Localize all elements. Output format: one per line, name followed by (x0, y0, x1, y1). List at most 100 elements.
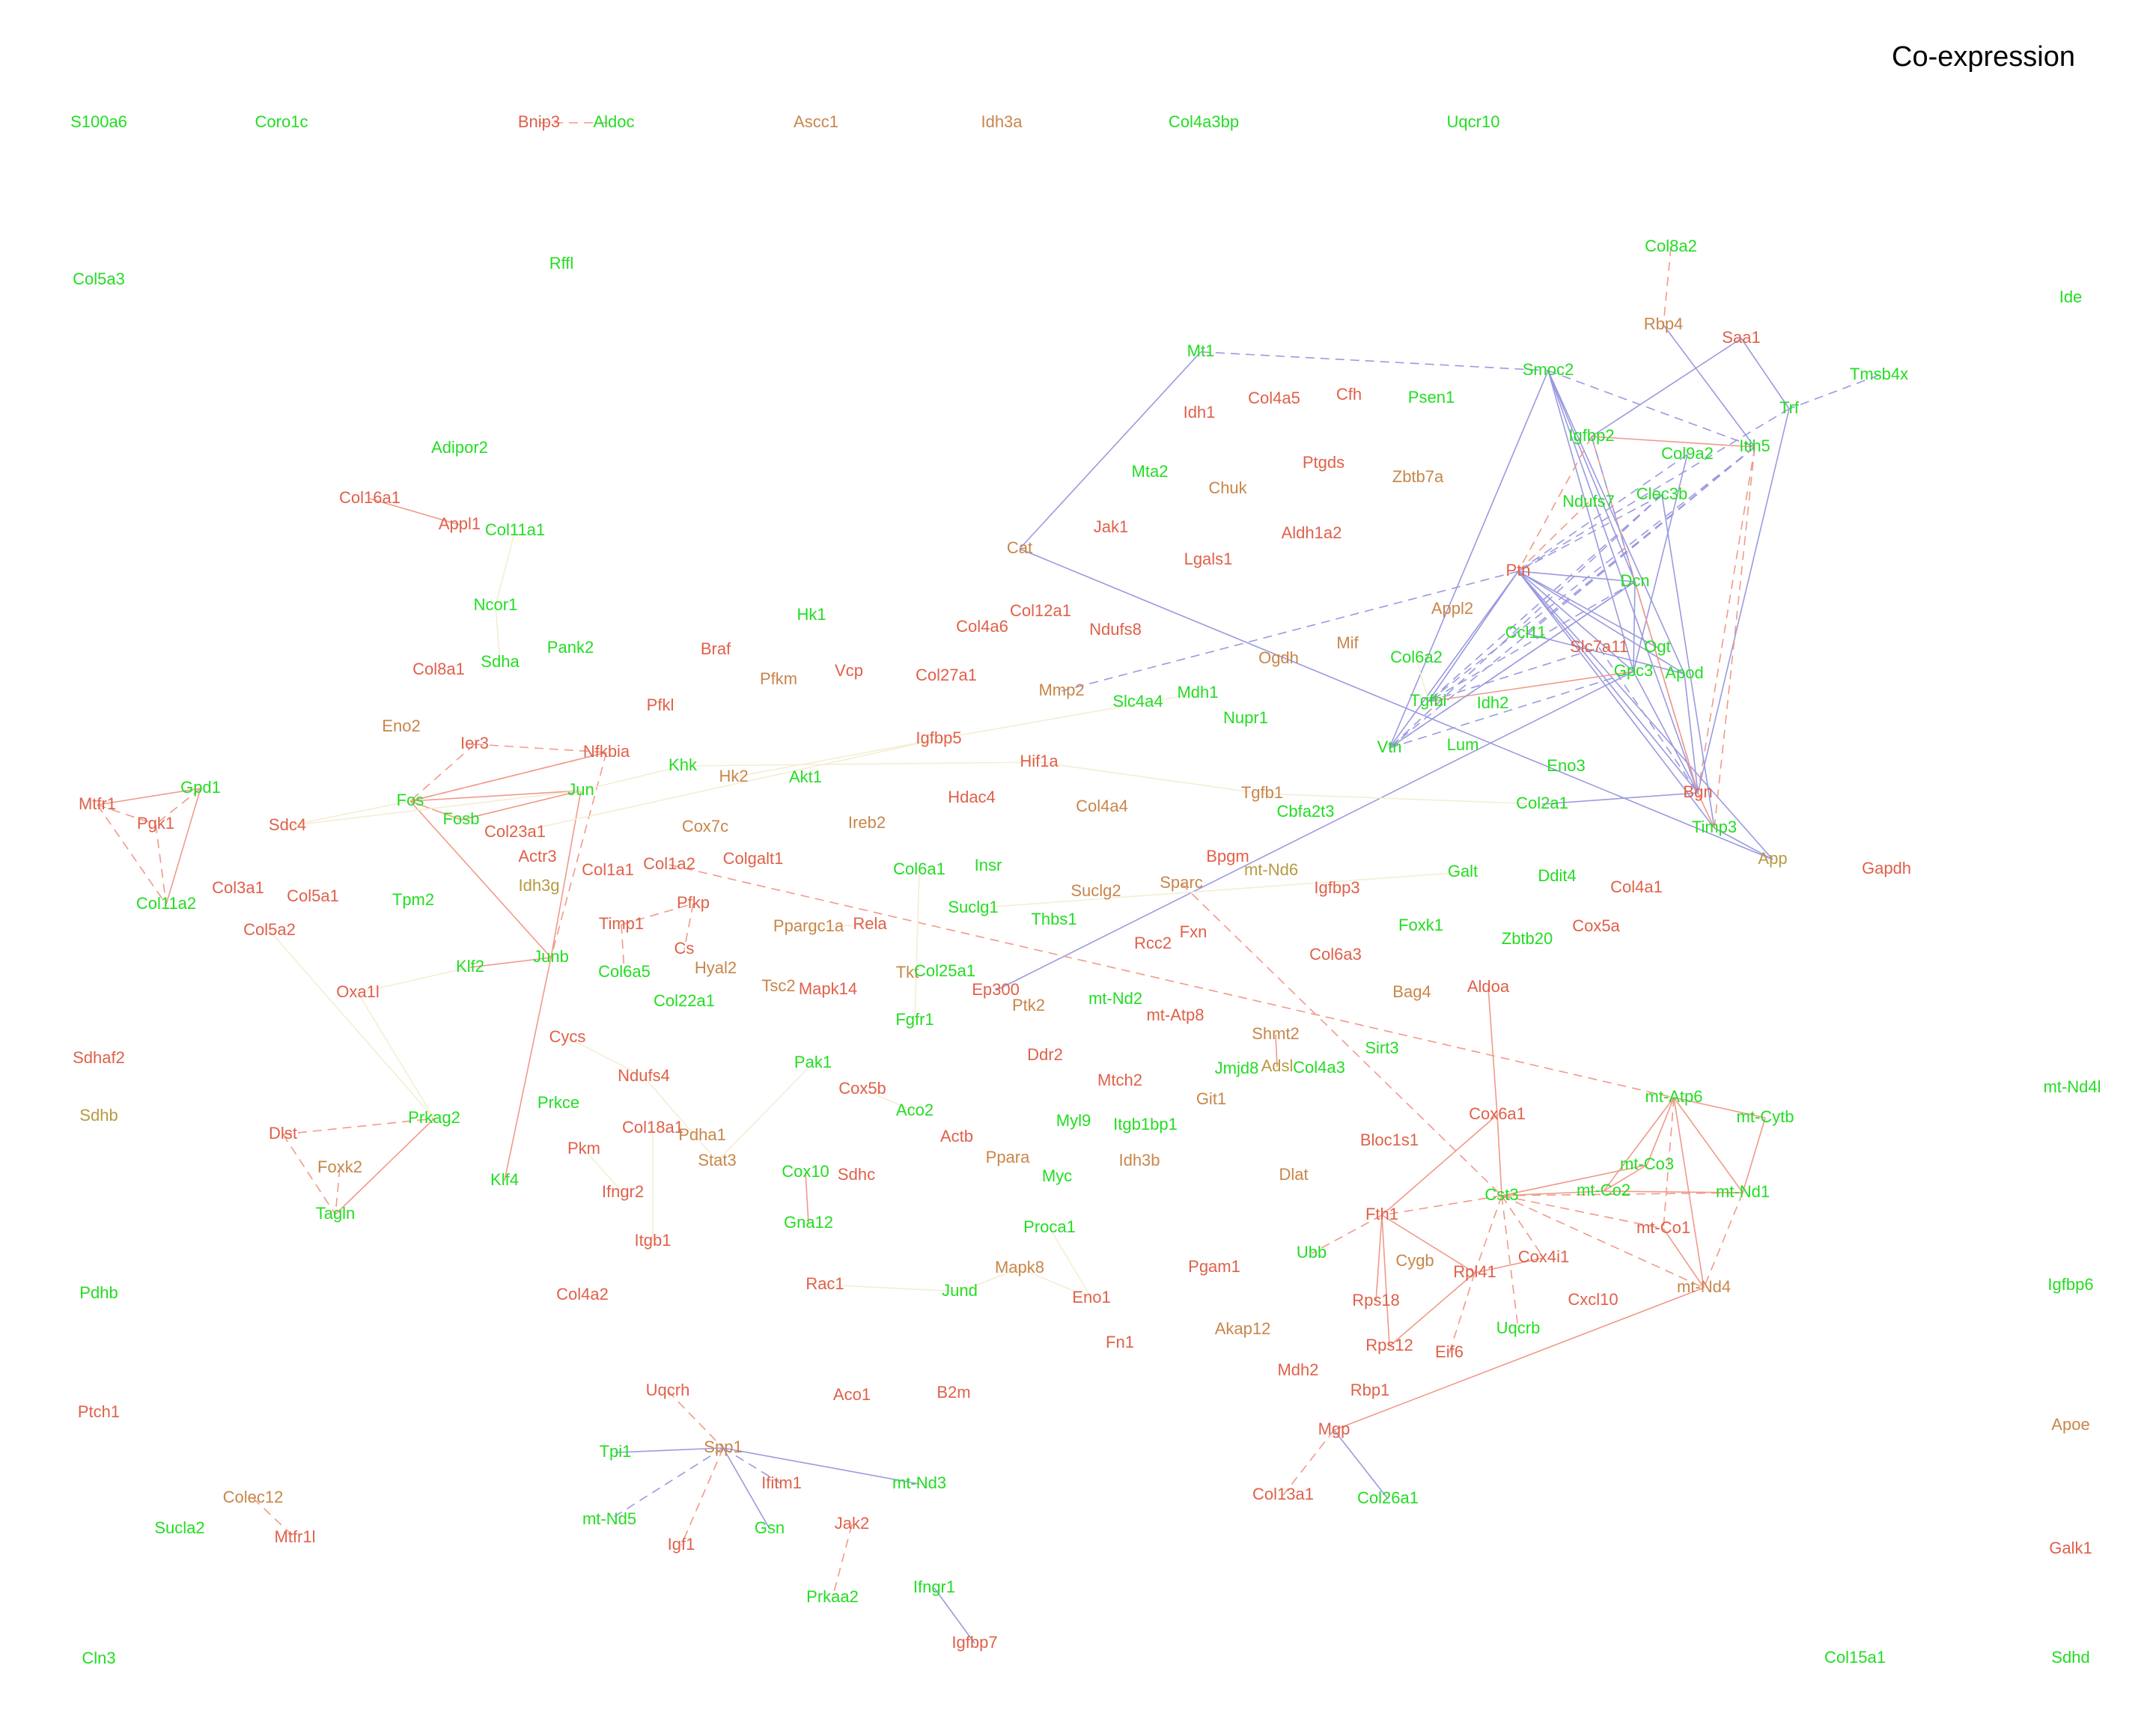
node-sdhb: Sdhb (79, 1106, 118, 1125)
edge-ndufs7-ptn (1517, 502, 1589, 572)
node-bpgm: Bpgm (1206, 847, 1249, 865)
node-itgb1bp1: Itgb1bp1 (1113, 1115, 1178, 1134)
node-cln3: Cln3 (82, 1649, 115, 1667)
node-mgp: Mgp (1318, 1420, 1350, 1438)
node-col13a1: Col13a1 (1252, 1485, 1314, 1503)
node-dlst: Dlst (269, 1124, 297, 1143)
node-pgam1: Pgam1 (1188, 1257, 1240, 1276)
node-tagln: Tagln (316, 1204, 356, 1223)
edge-cst3-cox4i1 (1501, 1195, 1544, 1259)
edge-junb-klf2 (469, 957, 552, 968)
node-col4a2: Col4a2 (556, 1285, 609, 1303)
edge-spp1-gsn (722, 1447, 770, 1530)
node-idh2: Idh2 (1477, 693, 1509, 712)
node-pfkl: Pfkl (647, 696, 674, 714)
node-cox4i1: Cox4i1 (1518, 1247, 1569, 1266)
node-jun: Jun (567, 780, 594, 799)
node-braf: Braf (701, 639, 731, 658)
node-cs: Cs (674, 939, 695, 958)
node-jak1: Jak1 (1094, 517, 1128, 536)
node-mt-atp6: mt-Atp6 (1645, 1087, 1702, 1106)
node-col4a4: Col4a4 (1076, 797, 1128, 815)
edge-col23a1-igfbp5 (514, 738, 940, 833)
node-oxa1l: Oxa1l (336, 982, 379, 1001)
edge-rbp4-itih5 (1663, 324, 1755, 448)
node-sparc: Sparc (1160, 873, 1202, 892)
node-gapdh: Gapdh (1862, 859, 1911, 877)
node-rela: Rela (853, 914, 887, 933)
edge-saa1-trf (1741, 338, 1790, 410)
node-pak1: Pak1 (794, 1053, 832, 1071)
edge-colec12-mtfr1l (252, 1497, 296, 1539)
node-ptk2: Ptk2 (1012, 996, 1045, 1014)
node-col26a1: Col26a1 (1357, 1488, 1419, 1507)
edge-jun-sdc4 (287, 790, 582, 827)
edge-mt1-cat (1019, 351, 1202, 550)
edge-mtfr1-gpd1 (97, 788, 201, 806)
edge-pgk1-col11a2 (155, 824, 167, 905)
node-col2a1: Col2a1 (1516, 794, 1568, 812)
nodes-layer: S100a6 Coro1c Bnip3 Aldoc Ascc1 Idh3a Col4a3bp… (70, 112, 2101, 1667)
node-ifitm1: Ifitm1 (761, 1473, 802, 1492)
edge-tpi1-spp1 (615, 1447, 724, 1453)
edge-igfbp2-itih5 (1591, 436, 1755, 448)
edge-dcn-bgn (1634, 581, 1699, 794)
edge-uqcrh-spp1 (667, 1390, 724, 1449)
edge-dcn-tgfbi (1428, 581, 1636, 702)
edge-itih5-tgfbi (1428, 446, 1755, 702)
node-pkm: Pkm (567, 1139, 600, 1157)
edge-cst3-mt-nd1 (1501, 1192, 1744, 1196)
node-timp1: Timp1 (599, 914, 644, 933)
node-vcp: Vcp (835, 661, 863, 680)
edge-timp3-app (1714, 827, 1773, 860)
node-col6a2: Col6a2 (1390, 648, 1443, 666)
edge-col5a2-prkag2 (269, 930, 435, 1119)
node-col8a1: Col8a1 (412, 660, 465, 678)
node-igf1: Igf1 (668, 1535, 695, 1554)
node-dcn: Dcn (1620, 571, 1649, 590)
node-fosb: Fosb (443, 809, 480, 828)
node-fos: Fos (397, 791, 424, 809)
node-ptgds: Ptgds (1303, 453, 1345, 472)
edge-dlst-tagln (282, 1134, 336, 1215)
edge-mt-atp6-mt-nd1 (1673, 1097, 1744, 1193)
node-igfbp2: Igfbp2 (1568, 426, 1614, 445)
node-nfkbia: Nfkbia (583, 742, 630, 761)
edge-mt-nd4-mgp (1333, 1287, 1705, 1431)
edge-itih5-timp3 (1714, 446, 1755, 829)
node-rcc2: Rcc2 (1134, 934, 1172, 952)
node-rbp1: Rbp1 (1350, 1381, 1390, 1399)
node-gpc3: Gpc3 (1614, 661, 1654, 680)
node-pdhb: Pdhb (79, 1283, 118, 1302)
chart-title: Co-expression (1892, 41, 2075, 73)
edge-ppargc1a-rela (808, 924, 871, 928)
node-tgfb1: Tgfb1 (1241, 783, 1283, 802)
node-tgfbi: Tgfbi (1410, 691, 1447, 710)
edge-hk2-igfbp5 (733, 738, 940, 778)
node-junb: Junb (533, 947, 569, 966)
node-col4a6: Col4a6 (956, 617, 1008, 636)
node-cox5a: Cox5a (1572, 916, 1620, 935)
node-hdac4: Hdac4 (948, 788, 996, 806)
node-col1a2: Col1a2 (643, 854, 695, 873)
node-col11a1: Col11a1 (485, 520, 545, 539)
edge-timp1-pfkp (621, 903, 694, 925)
node-colec12: Colec12 (223, 1488, 284, 1506)
node-ifngr2: Ifngr2 (602, 1182, 644, 1201)
node-mtch2: Mtch2 (1097, 1071, 1142, 1089)
edge-mtfr1-pgk1 (97, 804, 156, 825)
edge-gpc3-bgn (1633, 671, 1699, 794)
edge-clec3b-tgfbi (1428, 494, 1663, 702)
node-trf: Trf (1779, 398, 1800, 417)
node-ptch1: Ptch1 (78, 1402, 120, 1421)
edge-ptn-apod (1517, 571, 1685, 675)
edge-smoc2-bgn (1547, 370, 1699, 794)
edge-mt-cytb-mt-nd1 (1742, 1117, 1766, 1193)
node-mt-co3: mt-Co3 (1620, 1154, 1674, 1173)
edge-smoc2-vtn (1389, 370, 1549, 749)
edge-cst3-fth1 (1381, 1195, 1502, 1216)
node-bnip3: Bnip3 (518, 112, 560, 131)
edge-klf2-oxa1l (357, 967, 471, 994)
node-appl2: Appl2 (1431, 599, 1473, 618)
edge-sparc-cst3 (1181, 883, 1502, 1196)
